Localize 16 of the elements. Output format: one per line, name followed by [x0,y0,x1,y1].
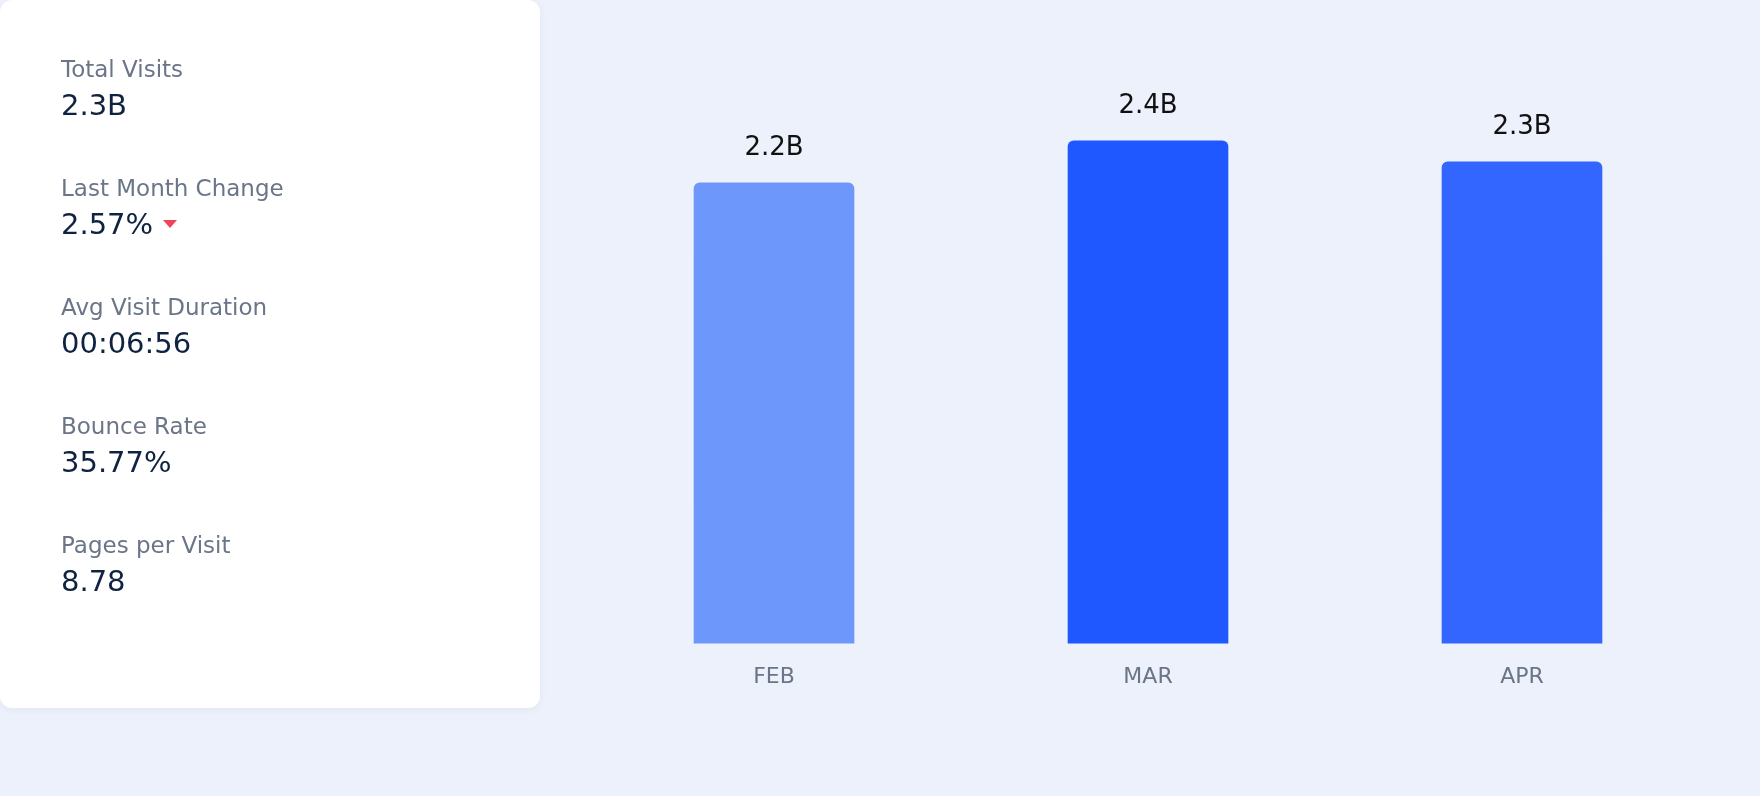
category-label: Bounce Rate [61,413,207,439]
data-label: 2.4B [1118,88,1178,119]
category-label: Last Month Change [61,175,284,201]
text: 35.77% [61,445,172,479]
data-label: 2.3B [1492,109,1552,140]
x-tick-label: FEB [753,662,795,688]
category-label: Pages per Visit [61,532,231,558]
x-tick-label: MAR [1123,662,1173,688]
x-tick-label: APR [1500,662,1544,688]
text: 2.57% [61,207,154,241]
text: 8.78 [61,564,126,598]
text: 2.3B [61,88,128,122]
data-label: 2.2B [744,130,804,161]
text: 00:06:56 [61,326,192,360]
category-label: Avg Visit Duration [61,294,268,320]
category-label: Total Visits [61,56,184,82]
